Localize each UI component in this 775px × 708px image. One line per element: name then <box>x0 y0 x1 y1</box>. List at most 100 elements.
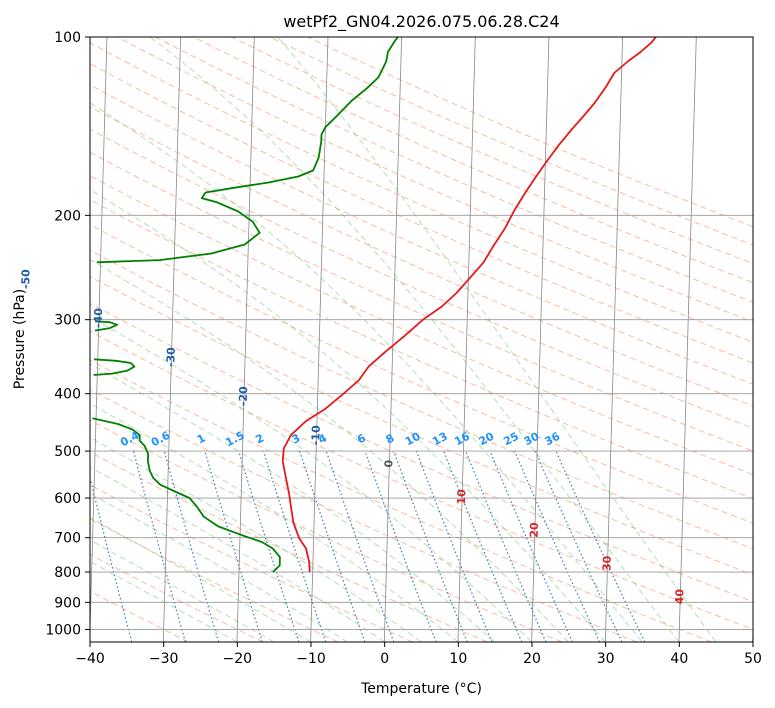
y-tick-label: 300 <box>54 313 81 329</box>
moist-adiabat <box>90 315 532 642</box>
moist-adiabat <box>90 363 496 642</box>
mixing-ratio-line <box>262 450 327 642</box>
isotherm-label: -40 <box>92 308 106 329</box>
moist-adiabat <box>90 402 459 642</box>
x-tick-label: 20 <box>523 651 541 667</box>
temperature-line <box>281 37 657 573</box>
dry-adiabat <box>90 224 753 524</box>
dry-adiabat <box>90 106 753 407</box>
dry-adiabat <box>117 37 753 323</box>
moist-adiabat <box>90 492 348 642</box>
x-tick-label: 40 <box>670 651 688 667</box>
mixing-ratio-line <box>443 450 523 642</box>
profile-lines <box>92 37 657 573</box>
mixing-ratio-line <box>132 450 186 642</box>
isotherm <box>383 37 403 642</box>
moist-adiabat <box>149 37 680 642</box>
y-tick-label: 600 <box>54 491 81 507</box>
moist-adiabat <box>90 466 385 642</box>
mixing-ratio-line <box>393 450 468 642</box>
isotherm <box>531 37 550 642</box>
dry-adiabat <box>90 249 753 550</box>
x-tick-label: 30 <box>597 651 615 667</box>
x-tick-label: 10 <box>449 651 467 667</box>
background-lines <box>90 37 753 642</box>
isotherm <box>457 37 476 642</box>
mixing-ratio-line <box>204 450 263 642</box>
dewpoint-line <box>94 320 118 332</box>
dry-adiabat <box>90 359 712 642</box>
dry-adiabat <box>90 330 753 630</box>
isotherm <box>236 37 255 642</box>
dewpoint-line <box>93 358 136 376</box>
dry-adiabat <box>90 302 753 603</box>
y-tick-label: 200 <box>54 208 81 224</box>
isotherm-label: -50 <box>19 269 33 290</box>
isotherm <box>604 37 624 642</box>
x-axis-title: Temperature (°C) <box>360 681 482 697</box>
dry-adiabat <box>90 128 753 429</box>
mixing-ratio-label: 36 <box>543 430 563 449</box>
plot-background <box>90 37 753 642</box>
y-tick-label: 900 <box>54 595 81 611</box>
y-tick-label: 800 <box>54 565 81 581</box>
x-tick-label: −40 <box>75 651 105 667</box>
y-tick-label: 500 <box>54 444 81 460</box>
y-tick-label: 700 <box>54 531 81 547</box>
isotherm <box>310 37 329 642</box>
mixing-ratio-label: 10 <box>403 430 423 449</box>
mixing-ratio-label: 13 <box>430 430 450 449</box>
mixing-ratio-line <box>489 450 574 642</box>
isotherm-label: 40 <box>673 588 686 604</box>
isotherm <box>752 615 753 642</box>
dry-adiabat <box>90 63 753 364</box>
dry-adiabat <box>90 42 753 343</box>
x-tick-label: 50 <box>744 651 762 667</box>
moist-adiabat <box>90 258 569 642</box>
mixing-ratio-line <box>299 450 366 642</box>
isotherm-label: -20 <box>237 386 251 407</box>
moist-adiabat <box>277 37 717 642</box>
isotherm-label: 10 <box>455 489 468 505</box>
mixing-ratio-line <box>364 450 437 642</box>
isoline-labels: -100-90-80-70-60-50-40-30-20-10010203040… <box>19 269 686 605</box>
moist-adiabat <box>90 436 422 642</box>
isotherm-label: -10 <box>309 425 323 446</box>
isotherm <box>162 37 182 642</box>
mixing-ratio-label: 25 <box>501 430 521 449</box>
y-axis-title: Pressure (hPa) <box>12 289 28 389</box>
y-tick-label: 400 <box>54 387 81 403</box>
y-tick-label: 1000 <box>45 622 81 638</box>
isotherm-label: 20 <box>528 522 541 538</box>
dewpoint-line <box>92 417 281 573</box>
isotherm-label: 30 <box>600 555 613 571</box>
dewpoint-line <box>96 37 399 264</box>
mixing-ratio-label: 30 <box>522 429 542 448</box>
y-tick-label: 100 <box>54 30 81 46</box>
isotherm-label: -30 <box>164 347 178 368</box>
x-tick-label: −30 <box>149 651 179 667</box>
dry-adiabat <box>90 451 488 642</box>
mixing-ratio-line <box>163 450 220 642</box>
isotherm <box>90 37 108 642</box>
x-tick-label: −20 <box>223 651 253 667</box>
axes: −40 −30 −20 −10 0 10 20 30 40 5010020030040050060… <box>45 30 762 667</box>
dry-adiabat <box>90 84 753 385</box>
dry-adiabat <box>90 175 753 476</box>
x-tick-label: −10 <box>296 651 326 667</box>
mixing-ratio-line <box>238 450 300 642</box>
dry-adiabat <box>90 419 563 642</box>
plot-frame <box>89 36 754 643</box>
moist-adiabat <box>90 189 606 642</box>
dry-adiabat <box>90 151 753 452</box>
chart-title: wetPf2_GN04.2026.075.06.28.C24 <box>283 12 559 32</box>
dry-adiabat <box>90 199 753 500</box>
x-tick-label: 0 <box>380 651 389 667</box>
mixing-ratio-label: 16 <box>452 430 472 449</box>
dry-adiabat <box>155 37 753 303</box>
isotherm-label: 0 <box>382 459 395 467</box>
mixing-ratio-label: 20 <box>477 429 497 448</box>
isotherm <box>678 37 697 642</box>
mixing-ratio-line <box>465 450 547 642</box>
